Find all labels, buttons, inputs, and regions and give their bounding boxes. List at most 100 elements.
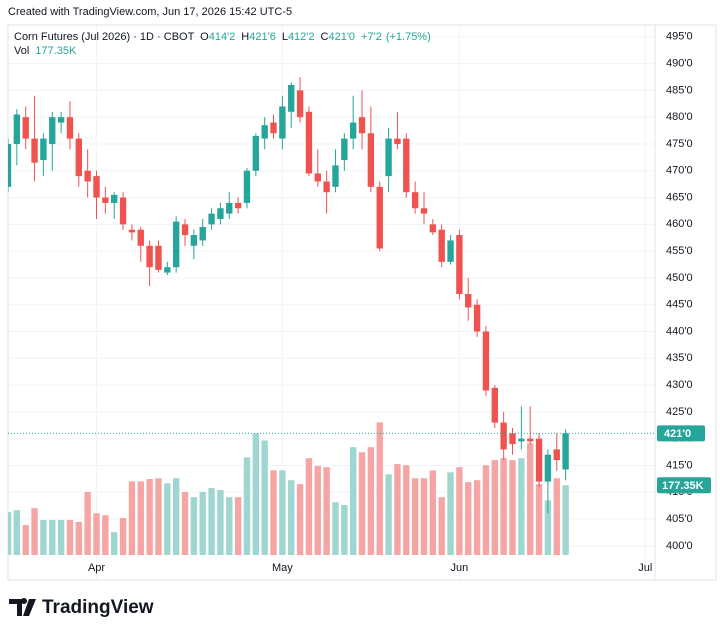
candle-body: [181, 224, 189, 236]
y-tick-label: 480'0: [666, 111, 693, 123]
volume-bar: [385, 474, 392, 555]
volume-bar: [199, 492, 206, 555]
legend-key: L: [282, 31, 288, 43]
volume-bar: [562, 485, 569, 555]
candle-body: [544, 454, 552, 482]
volume-bar: [75, 521, 82, 555]
candle-body: [66, 117, 74, 139]
volume-bar: [93, 513, 100, 555]
volume-bar: [190, 497, 198, 555]
volume-bar: [8, 512, 12, 555]
candle-body: [491, 387, 498, 423]
candle-body: [270, 122, 277, 134]
brand-logo: TradingView: [9, 597, 154, 618]
y-tick-label: 400'0: [666, 540, 693, 552]
candle-body: [411, 192, 419, 209]
volume-bar: [111, 532, 118, 555]
candle-body: [93, 176, 100, 198]
candle-body: [146, 245, 153, 268]
y-tick-label: 425'0: [666, 406, 693, 418]
candle-body: [305, 111, 313, 174]
y-tick-label: 470'0: [666, 165, 693, 177]
candle-body: [518, 438, 525, 442]
volume-bar: [456, 467, 463, 555]
candle-body: [296, 90, 304, 118]
volume-bar: [358, 452, 366, 555]
candle-body: [190, 235, 198, 246]
volume-bar: [84, 492, 91, 555]
volume-bar: [181, 492, 189, 555]
candle-body: [349, 122, 357, 139]
y-tick-label: 475'0: [666, 138, 693, 150]
legend-title: Corn Futures (Jul 2026) · 1D · CBOT: [14, 31, 195, 43]
legend-value: 414'2: [209, 31, 236, 43]
legend-value: 421'6: [249, 31, 276, 43]
axis-layer: 400'0405'0410'0415'0420'0425'0430'0435'0…: [88, 31, 711, 574]
volume-bar: [314, 466, 321, 555]
candle-body: [527, 438, 534, 442]
candle-body: [57, 117, 65, 123]
candle-body: [438, 229, 445, 262]
candle-body: [420, 208, 428, 214]
x-tick-label: Apr: [88, 562, 105, 574]
x-tick-label: May: [272, 562, 293, 574]
candle-body: [376, 186, 383, 249]
candle-body: [119, 197, 127, 225]
volume-bar: [500, 458, 507, 555]
volume-bar: [420, 478, 428, 555]
candle-body: [553, 449, 560, 461]
volume-bar: [137, 481, 144, 555]
candle-body: [429, 224, 437, 233]
volume-bar: [261, 440, 268, 555]
volume-bar: [305, 458, 313, 555]
candle-body: [137, 229, 144, 246]
candle-body: [314, 173, 321, 182]
candle-body: [102, 197, 109, 203]
volume-bar: [226, 497, 233, 555]
volume-bar: [31, 508, 38, 555]
volume-bar: [438, 497, 445, 555]
last-volume-box: [657, 477, 711, 494]
volume-bar: [296, 484, 304, 555]
candle-body: [75, 138, 82, 177]
candle-body: [164, 267, 171, 273]
volume-bar: [234, 497, 242, 555]
candle-body: [8, 143, 12, 187]
candle-body: [447, 240, 454, 262]
volume-bar: [146, 479, 153, 555]
candle-body: [358, 117, 366, 134]
candle-body: [394, 138, 401, 144]
candle-body: [456, 235, 463, 294]
volume-bar: [518, 458, 525, 555]
volume-bar: [447, 472, 454, 555]
last-price-box: [657, 425, 705, 442]
candle-body: [482, 331, 490, 391]
legend-key: H: [241, 31, 249, 43]
volume-bar: [13, 510, 21, 555]
volume-bar: [465, 482, 472, 555]
volume-bar: [376, 422, 383, 555]
candle-body: [385, 138, 392, 177]
candle-body: [234, 202, 242, 209]
y-tick-label: 455'0: [666, 245, 693, 257]
volume-bar: [217, 490, 224, 555]
volume-bar: [332, 502, 339, 555]
candle-body: [243, 170, 251, 203]
candle-body: [341, 138, 348, 161]
volume-bar: [323, 467, 330, 555]
candle-body: [535, 438, 543, 482]
volume-bar: [411, 478, 419, 555]
candle-body: [367, 133, 375, 187]
caption: Created with TradingView.com, Jun 17, 20…: [8, 6, 292, 18]
volume-bar: [57, 519, 65, 555]
legend-line: Corn Futures (Jul 2026) · 1D · CBOT O414'…: [14, 31, 431, 43]
volume-bar: [403, 465, 410, 555]
volume-bar: [102, 515, 109, 555]
volume-bar: [279, 470, 286, 555]
candle-body: [22, 117, 29, 139]
candle-body: [403, 138, 410, 193]
candle-body: [13, 114, 21, 144]
last-price-label: 421'0: [664, 428, 691, 440]
candle-body: [208, 213, 215, 225]
